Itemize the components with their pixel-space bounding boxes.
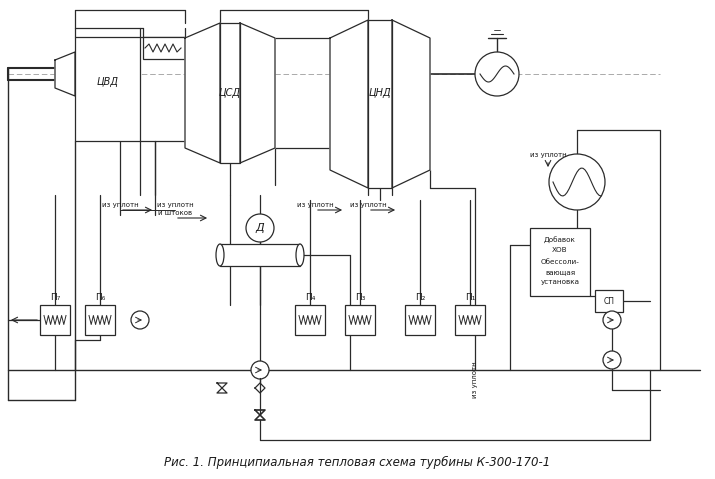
Circle shape <box>549 154 605 210</box>
Text: П₃: П₃ <box>355 294 365 303</box>
Text: ЦСД: ЦСД <box>219 88 241 98</box>
Bar <box>40 305 70 335</box>
Text: Д: Д <box>256 223 265 233</box>
Text: П₁: П₁ <box>465 294 475 303</box>
Bar <box>455 305 485 335</box>
Polygon shape <box>392 20 430 188</box>
Bar <box>530 228 590 296</box>
Bar <box>220 244 300 266</box>
Text: ЦНД: ЦНД <box>369 88 391 98</box>
Text: и штоков: и штоков <box>158 210 192 216</box>
Text: из уплотн: из уплотн <box>530 152 566 158</box>
Text: Добавок: Добавок <box>544 237 576 243</box>
Text: П₂: П₂ <box>415 294 425 303</box>
Bar <box>405 305 435 335</box>
Circle shape <box>251 361 269 379</box>
Text: Рис. 1. Принципиальная тепловая схема турбины К-300-170-1: Рис. 1. Принципиальная тепловая схема ту… <box>164 456 550 468</box>
Circle shape <box>603 351 621 369</box>
Text: установка: установка <box>541 279 579 285</box>
Bar <box>75 37 140 141</box>
Circle shape <box>246 214 274 242</box>
Circle shape <box>131 311 149 329</box>
Text: СП: СП <box>603 297 614 306</box>
Bar <box>143 37 185 59</box>
Bar <box>220 23 240 163</box>
Text: Обессоли-: Обессоли- <box>541 259 579 265</box>
Bar <box>345 305 375 335</box>
Text: из уплотн: из уплотн <box>472 362 478 399</box>
Circle shape <box>475 52 519 96</box>
Ellipse shape <box>216 244 224 266</box>
Ellipse shape <box>296 244 304 266</box>
Text: ХОВ: ХОВ <box>552 247 568 253</box>
Text: из уплотн: из уплотн <box>157 202 193 208</box>
Bar <box>595 290 623 312</box>
Polygon shape <box>330 20 368 188</box>
Text: П₆: П₆ <box>95 294 105 303</box>
Text: вающая: вающая <box>545 269 575 275</box>
Text: из уплотн: из уплотн <box>297 202 333 208</box>
Text: П₇: П₇ <box>50 294 60 303</box>
Bar <box>295 305 325 335</box>
Polygon shape <box>240 23 275 163</box>
Circle shape <box>603 311 621 329</box>
Polygon shape <box>55 52 75 96</box>
Bar <box>368 20 392 188</box>
Bar <box>85 305 115 335</box>
Polygon shape <box>185 23 220 163</box>
Text: из уплотн: из уплотн <box>102 202 138 208</box>
Text: ЦВД: ЦВД <box>97 77 119 87</box>
Text: П₄: П₄ <box>305 294 315 303</box>
Text: из уплотн: из уплотн <box>350 202 386 208</box>
